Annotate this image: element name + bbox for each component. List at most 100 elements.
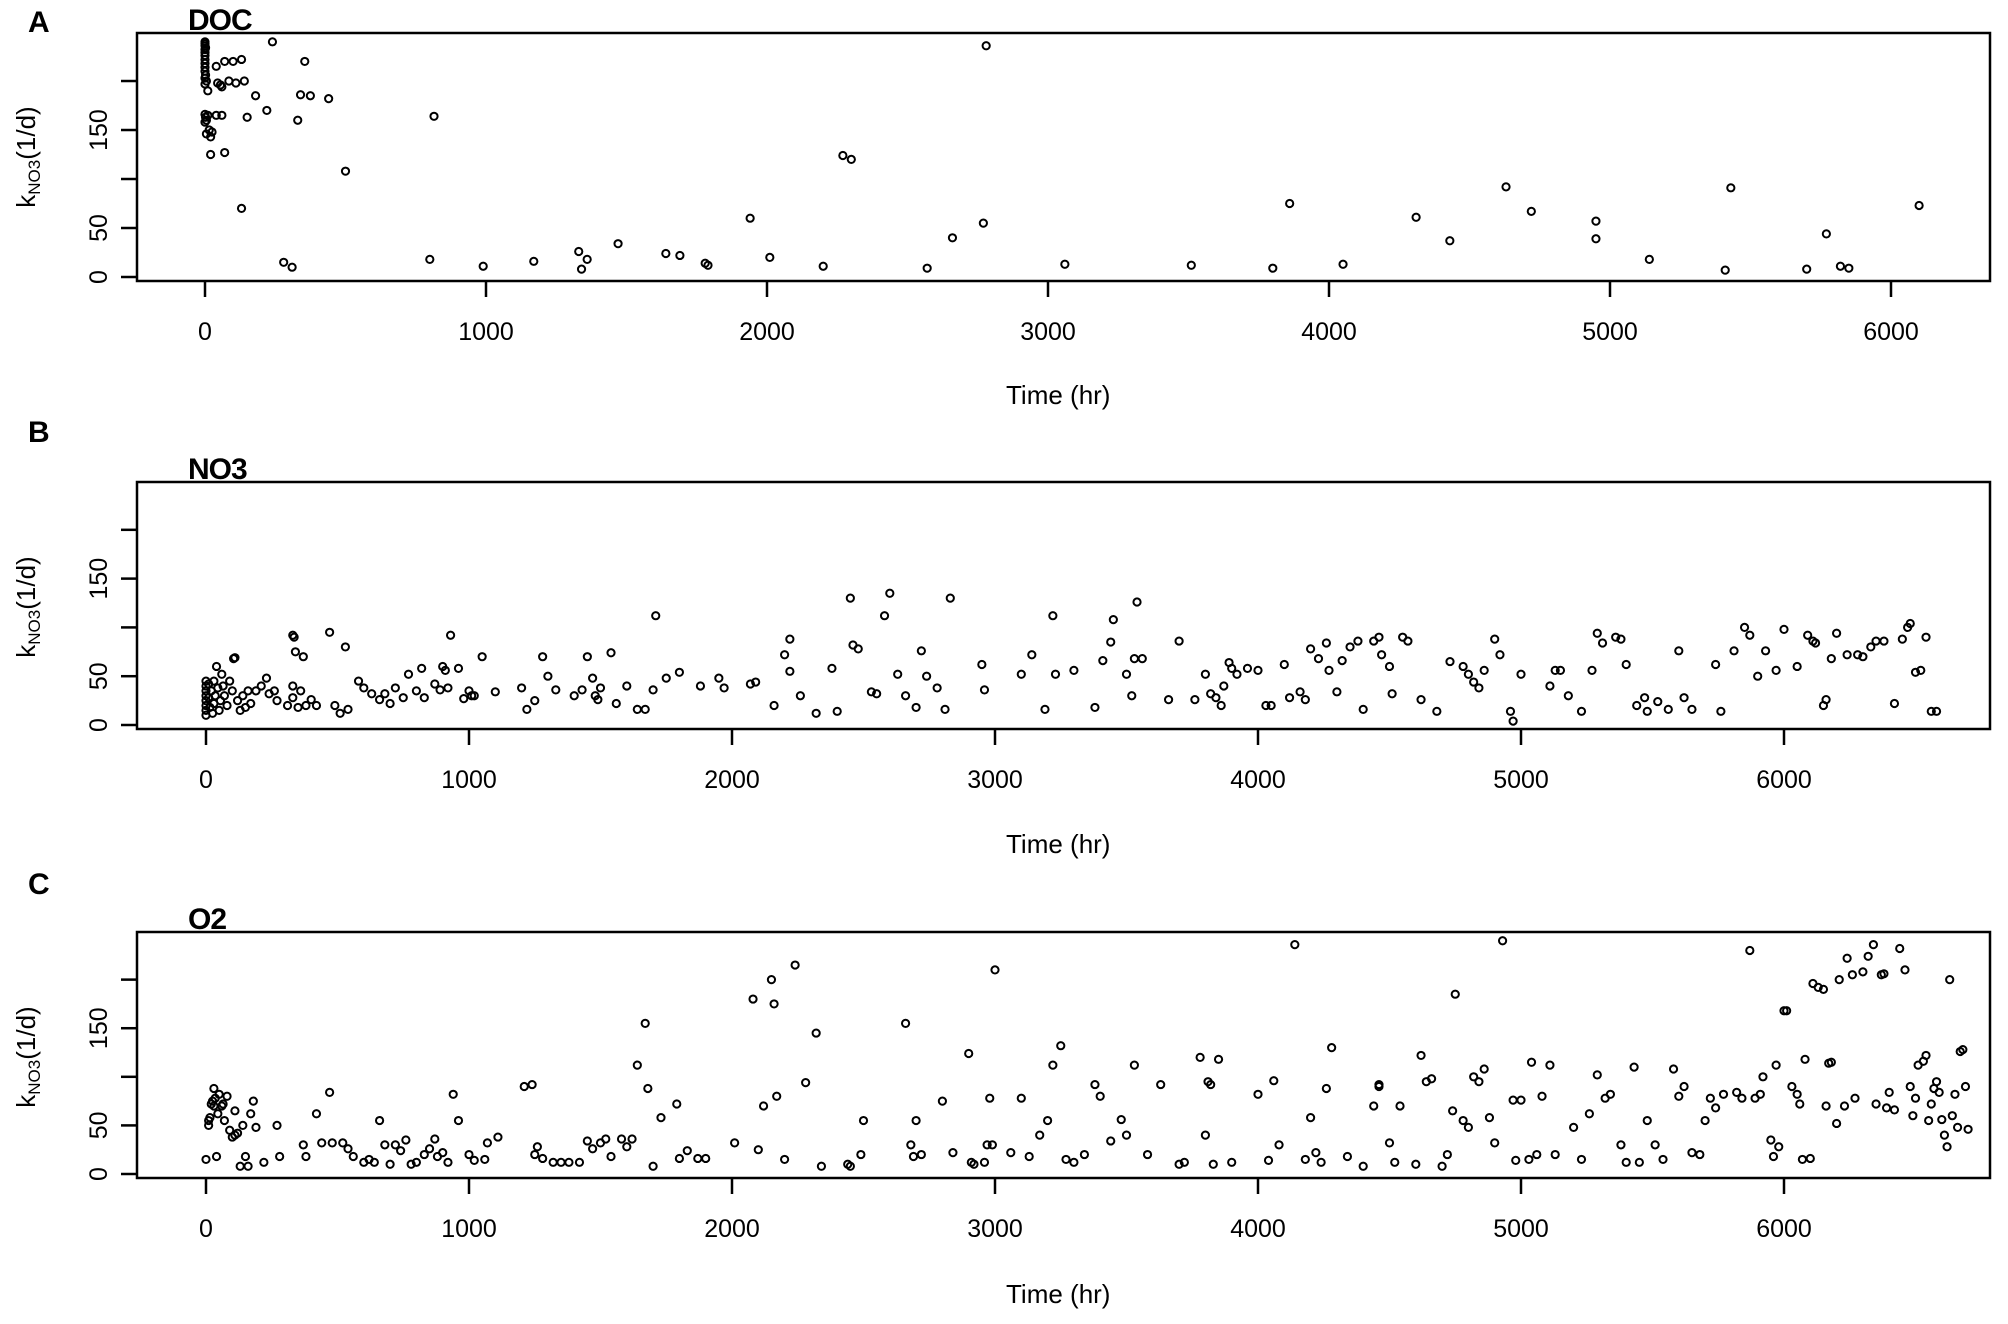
data-point — [932, 683, 942, 693]
data-point — [209, 676, 219, 686]
data-point — [1358, 1161, 1368, 1171]
data-point — [1868, 940, 1879, 950]
data-point — [380, 689, 390, 699]
data-point — [1634, 1157, 1644, 1167]
data-point — [1555, 665, 1566, 675]
data-point — [766, 975, 777, 985]
data-point — [845, 1161, 855, 1171]
data-point — [1658, 1154, 1668, 1165]
data-point — [261, 673, 272, 683]
panel-letter: C — [28, 868, 50, 901]
data-point — [1253, 1089, 1263, 1099]
data-point — [222, 1091, 232, 1101]
data-point — [1321, 638, 1331, 648]
data-point — [1069, 1157, 1079, 1167]
x-tick-label: 4000 — [1230, 766, 1286, 794]
data-point — [1090, 702, 1100, 713]
x-tick-label: 5000 — [1493, 1215, 1549, 1243]
data-point — [1550, 665, 1560, 675]
data-point — [606, 648, 616, 658]
data-point — [282, 700, 293, 711]
data-point — [220, 56, 230, 67]
data-point — [262, 105, 272, 116]
data-point — [674, 667, 685, 677]
data-point — [556, 1157, 566, 1167]
panel-a-plot: 0 1000 2000 3000 4000 5000 6000 0 50 150 — [85, 31, 1992, 346]
data-point — [289, 632, 299, 642]
data-point — [259, 1157, 269, 1167]
data-point — [300, 56, 310, 67]
data-point — [1629, 1062, 1639, 1072]
data-point — [1745, 945, 1755, 956]
data-point — [417, 663, 427, 673]
data-point — [1403, 636, 1413, 646]
x-tick-label: 2000 — [704, 766, 760, 794]
data-point — [811, 708, 821, 718]
data-point — [577, 685, 587, 695]
data-point — [1663, 704, 1673, 714]
data-point — [1931, 1077, 1942, 1087]
data-point — [243, 1161, 253, 1171]
data-point — [1945, 975, 1955, 985]
data-point — [648, 685, 658, 695]
data-point — [1821, 695, 1831, 705]
data-point — [419, 693, 429, 703]
data-point — [406, 1159, 416, 1169]
data-point — [548, 1157, 558, 1167]
data-point — [398, 693, 408, 703]
data-point — [1132, 597, 1142, 607]
x-tick-label: 4000 — [1230, 1215, 1286, 1243]
data-point — [811, 1028, 821, 1038]
data-point — [1545, 681, 1555, 691]
data-point — [661, 673, 671, 683]
data-point — [359, 683, 369, 693]
y-tick-label: 150 — [85, 109, 113, 151]
data-point — [978, 218, 988, 228]
data-point — [230, 653, 240, 663]
data-point — [211, 1151, 222, 1162]
data-point — [1016, 1093, 1026, 1103]
x-tick-label: 0 — [199, 1215, 213, 1243]
data-point — [1060, 259, 1070, 269]
x-tick-label: 1000 — [458, 318, 514, 346]
data-point — [1295, 687, 1305, 697]
data-point — [209, 1083, 219, 1094]
data-point — [272, 1120, 282, 1131]
data-point — [1358, 704, 1368, 714]
data-point — [1800, 1054, 1810, 1064]
data-point — [1156, 1079, 1166, 1090]
data-point — [1332, 687, 1342, 697]
data-point — [530, 696, 540, 706]
data-point — [801, 1078, 811, 1088]
data-point — [469, 691, 479, 701]
data-point — [272, 696, 282, 706]
data-point — [242, 112, 252, 122]
data-point — [879, 611, 890, 621]
data-point — [374, 695, 385, 705]
data-point — [338, 1138, 348, 1148]
data-point — [1810, 638, 1821, 648]
data-point — [213, 683, 223, 693]
data-point — [1342, 1151, 1353, 1162]
data-point — [1858, 652, 1868, 662]
data-point — [574, 246, 584, 257]
data-point — [205, 1113, 215, 1123]
y-tick-label: 50 — [85, 1111, 113, 1139]
data-point — [893, 669, 903, 679]
x-tick-label: 6000 — [1756, 1215, 1812, 1243]
data-point — [853, 644, 863, 654]
data-point — [1832, 628, 1842, 638]
data-point — [1219, 681, 1229, 691]
data-point — [1106, 1136, 1116, 1146]
data-point — [1321, 1083, 1331, 1094]
data-point — [945, 593, 955, 603]
data-point — [1952, 1122, 1963, 1132]
data-point — [220, 147, 230, 158]
y-tick-label: 50 — [85, 214, 113, 242]
panel-c-plot: 0 1000 2000 3000 4000 5000 6000 0 50 150 — [85, 930, 1992, 1243]
data-point — [674, 1153, 685, 1164]
data-point — [1106, 637, 1116, 647]
data-point — [1905, 1081, 1915, 1092]
data-point — [1269, 1076, 1279, 1086]
